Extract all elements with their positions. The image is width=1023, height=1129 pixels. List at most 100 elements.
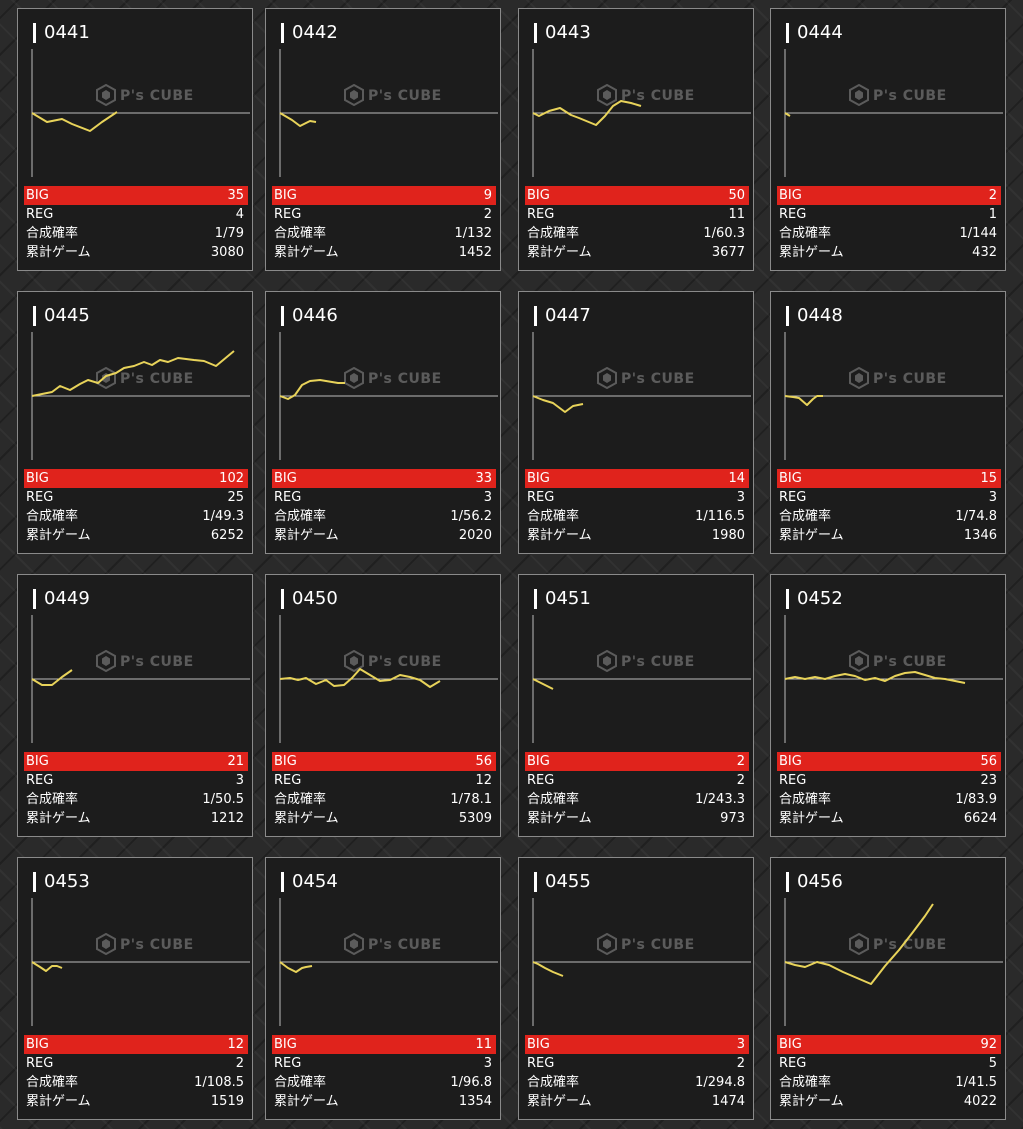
big-row-label: BIG [779,754,802,769]
big-row-value: 56 [980,754,997,769]
machine-number: 0453 [33,871,90,892]
stats-table: BIG 50 REG 11 合成確率 1/60.3 累計ゲーム 3677 [525,186,749,262]
games-row: 累計ゲーム 6624 [777,809,1001,828]
rate-row-value: 1/79 [214,226,244,241]
games-row-value: 1212 [210,811,244,826]
watermark-text: P's CUBE [368,654,442,670]
games-row-label: 累計ゲーム [527,528,592,543]
watermark-text: P's CUBE [368,937,442,953]
watermark-text: P's CUBE [873,88,947,104]
games-row: 累計ゲーム 432 [777,243,1001,262]
rate-row: 合成確率 1/243.3 [525,790,749,809]
machine-card[interactable]: 0454 P's CUBE BIG 11 REG 3 合成確率 1/96.8 累計ゲーム 1354 [265,857,501,1120]
watermark-logo: P's CUBE [849,931,959,961]
reg-row: REG 23 [777,771,1001,790]
machine-number: 0449 [33,588,90,609]
reg-row: REG 12 [272,771,496,790]
rate-row: 合成確率 1/144 [777,224,1001,243]
big-row-label: BIG [527,754,550,769]
rate-row-value: 1/83.9 [955,792,997,807]
machine-card[interactable]: 0441 P's CUBE BIG 35 REG 4 合成確率 1/79 累計ゲーム 3080 [17,8,253,271]
big-row-value: 33 [475,471,492,486]
machine-card[interactable]: 0446 P's CUBE BIG 33 REG 3 合成確率 1/56.2 累計ゲーム 2020 [265,291,501,554]
slump-line [31,111,118,132]
stats-table: BIG 33 REG 3 合成確率 1/56.2 累計ゲーム 2020 [272,469,496,545]
machine-card[interactable]: 0444 P's CUBE BIG 2 REG 1 合成確率 1/144 累計ゲーム 432 [770,8,1006,271]
reg-row-value: 3 [483,1056,492,1071]
machine-card[interactable]: 0450 P's CUBE BIG 56 REG 12 合成確率 1/78.1 累計ゲーム 530… [265,574,501,837]
big-row-label: BIG [26,471,49,486]
machine-number: 0445 [33,305,90,326]
slump-line [31,669,73,686]
rate-row-value: 1/132 [454,226,492,241]
stats-table: BIG 56 REG 23 合成確率 1/83.9 累計ゲーム 6624 [777,752,1001,828]
slump-graph [532,898,751,1026]
stats-table: BIG 102 REG 25 合成確率 1/49.3 累計ゲーム 6252 [24,469,248,545]
machine-card[interactable]: 0442 P's CUBE BIG 9 REG 2 合成確率 1/132 累計ゲーム 1452 [265,8,501,271]
games-row: 累計ゲーム 4022 [777,1092,1001,1111]
games-row-label: 累計ゲーム [274,1094,339,1109]
rate-row-value: 1/294.8 [695,1075,745,1090]
games-row: 累計ゲーム 973 [525,809,749,828]
big-row-label: BIG [274,471,297,486]
slump-graph [279,49,498,177]
rate-row-value: 1/108.5 [194,1075,244,1090]
big-row-value: 9 [483,188,492,203]
cube-icon [849,650,869,672]
machine-card[interactable]: 0447 P's CUBE BIG 14 REG 3 合成確率 1/116.5 累計ゲーム 198… [518,291,754,554]
games-row-label: 累計ゲーム [26,528,91,543]
machine-card[interactable]: 0452 P's CUBE BIG 56 REG 23 合成確率 1/83.9 累計ゲーム 662… [770,574,1006,837]
machine-card[interactable]: 0445 P's CUBE BIG 102 REG 25 合成確率 1/49.3 累計ゲーム 62… [17,291,253,554]
big-row-label: BIG [274,1037,297,1052]
machine-card[interactable]: 0448 P's CUBE BIG 15 REG 3 合成確率 1/74.8 累計ゲーム 1346 [770,291,1006,554]
rate-row-value: 1/74.8 [955,509,997,524]
slump-graph [31,898,250,1026]
machine-card[interactable]: 0449 P's CUBE BIG 21 REG 3 合成確率 1/50.5 累計ゲーム 1212 [17,574,253,837]
stats-table: BIG 92 REG 5 合成確率 1/41.5 累計ゲーム 4022 [777,1035,1001,1111]
reg-row-label: REG [26,490,54,505]
cube-icon [96,84,116,106]
big-row-value: 3 [736,1037,745,1052]
big-row: BIG 102 [24,469,248,488]
machine-card[interactable]: 0443 P's CUBE BIG 50 REG 11 合成確率 1/60.3 累計ゲーム 367… [518,8,754,271]
machine-card[interactable]: 0453 P's CUBE BIG 12 REG 2 合成確率 1/108.5 累計ゲーム 151… [17,857,253,1120]
games-row-value: 2020 [458,528,492,543]
rate-row-value: 1/49.3 [202,509,244,524]
slump-line [31,961,63,972]
machine-card[interactable]: 0451 P's CUBE BIG 2 REG 2 合成確率 1/243.3 累計ゲーム 973 [518,574,754,837]
rate-row-label: 合成確率 [779,1075,832,1090]
rate-row: 合成確率 1/74.8 [777,507,1001,526]
big-row-label: BIG [274,754,297,769]
machine-card[interactable]: 0456 P's CUBE BIG 92 REG 5 合成確率 1/41.5 累計ゲーム 4022 [770,857,1006,1120]
reg-row: REG 11 [525,205,749,224]
slump-graph [279,332,498,460]
big-row-label: BIG [274,188,297,203]
rate-row-value: 1/60.3 [703,226,745,241]
machine-number: 0442 [281,22,338,43]
cube-icon [849,367,869,389]
reg-row: REG 3 [777,488,1001,507]
stats-table: BIG 56 REG 12 合成確率 1/78.1 累計ゲーム 5309 [272,752,496,828]
games-row-label: 累計ゲーム [26,811,91,826]
cube-icon [849,933,869,955]
rate-row: 合成確率 1/49.3 [24,507,248,526]
cube-icon [849,84,869,106]
machine-card[interactable]: 0455 P's CUBE BIG 3 REG 2 合成確率 1/294.8 累計ゲーム 1474 [518,857,754,1120]
rate-row-label: 合成確率 [26,226,79,241]
big-row-value: 56 [475,754,492,769]
reg-row-label: REG [779,773,807,788]
slump-line [279,112,317,127]
slump-line [532,100,642,126]
rate-row: 合成確率 1/96.8 [272,1073,496,1092]
games-row: 累計ゲーム 1980 [525,526,749,545]
games-row-label: 累計ゲーム [274,245,339,260]
big-row: BIG 2 [777,186,1001,205]
rate-row-label: 合成確率 [274,1075,327,1090]
big-row: BIG 33 [272,469,496,488]
games-row-label: 累計ゲーム [779,811,844,826]
rate-row-label: 合成確率 [274,226,327,241]
reg-row-label: REG [527,207,555,222]
slump-graph [279,615,498,743]
rate-row: 合成確率 1/50.5 [24,790,248,809]
big-row: BIG 35 [24,186,248,205]
